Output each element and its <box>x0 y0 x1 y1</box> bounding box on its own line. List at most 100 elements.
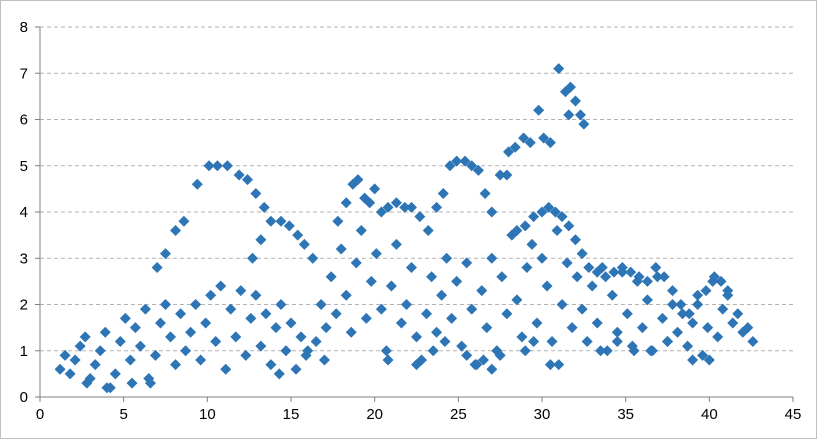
data-point <box>496 271 508 283</box>
data-point <box>292 229 304 241</box>
x-tick-label: 25 <box>450 406 467 423</box>
data-point <box>385 280 397 292</box>
data-point <box>501 308 513 320</box>
data-point <box>556 211 568 223</box>
data-point <box>544 359 556 371</box>
data-point <box>290 363 302 375</box>
data-point <box>536 206 548 218</box>
y-tick-label: 7 <box>20 65 28 82</box>
data-point <box>185 326 197 338</box>
data-point <box>360 312 372 324</box>
data-point <box>574 109 586 121</box>
data-point <box>581 336 593 347</box>
data-point <box>332 215 344 227</box>
axes <box>35 26 794 402</box>
data-point <box>275 215 287 227</box>
y-axis-tick-labels: 0 1 2 3 4 5 6 7 8 <box>20 19 28 406</box>
data-point <box>203 160 215 172</box>
data-point <box>551 225 563 236</box>
data-point <box>600 271 612 283</box>
data-point <box>235 285 247 297</box>
data-point <box>563 220 575 232</box>
data-point <box>747 336 759 347</box>
data-point <box>134 340 146 352</box>
data-point <box>320 322 332 334</box>
data-point <box>677 308 689 320</box>
data-point <box>518 132 530 144</box>
data-point <box>476 285 488 297</box>
data-point <box>563 109 575 121</box>
y-tick-label: 4 <box>20 204 28 221</box>
data-point <box>519 220 531 232</box>
data-point <box>427 345 439 357</box>
data-point <box>364 197 376 209</box>
data-point <box>180 345 192 357</box>
data-point <box>569 95 581 107</box>
data-point <box>265 359 277 371</box>
data-point <box>241 174 253 186</box>
data-point <box>531 317 543 329</box>
data-point <box>365 275 377 287</box>
data-point <box>700 285 712 297</box>
data-point <box>456 340 468 352</box>
data-point <box>712 331 724 343</box>
data-point <box>411 331 422 343</box>
data-point <box>94 345 106 357</box>
data-point <box>149 349 161 361</box>
data-point <box>318 354 330 366</box>
data-point <box>114 336 126 347</box>
data-point <box>511 294 523 306</box>
data-points <box>54 63 759 394</box>
y-tick-label: 2 <box>20 297 28 314</box>
y-tick-label: 8 <box>20 19 28 36</box>
data-point <box>298 238 310 250</box>
data-point <box>606 289 618 301</box>
data-point <box>275 299 287 310</box>
data-point <box>421 308 433 320</box>
data-point <box>544 137 556 149</box>
data-point <box>340 289 352 301</box>
data-point <box>395 317 407 329</box>
data-point <box>109 368 121 380</box>
x-tick-label: 20 <box>366 406 383 423</box>
data-point <box>175 308 187 320</box>
data-point <box>280 345 292 357</box>
data-point <box>461 257 473 269</box>
data-point <box>486 206 498 218</box>
data-point <box>553 359 565 371</box>
data-point <box>526 238 538 250</box>
data-point <box>633 271 645 283</box>
data-point <box>727 317 739 329</box>
x-axis-tick-labels: 0 5 10 15 20 25 30 35 40 45 <box>36 406 802 423</box>
data-point <box>494 169 506 181</box>
data-point <box>521 262 533 273</box>
data-point <box>461 349 473 361</box>
data-point <box>431 201 443 213</box>
data-point <box>270 322 282 334</box>
data-point <box>211 160 223 172</box>
data-point <box>477 354 489 366</box>
data-point <box>247 252 259 264</box>
data-point <box>221 160 233 172</box>
data-point <box>119 312 131 324</box>
data-point <box>99 326 111 338</box>
x-tick-label: 30 <box>534 406 551 423</box>
data-point <box>307 252 319 264</box>
data-point <box>524 137 536 149</box>
data-point <box>687 317 699 329</box>
y-tick-label: 1 <box>20 343 28 360</box>
data-point <box>405 262 417 273</box>
data-point <box>439 336 451 347</box>
data-point <box>702 322 714 334</box>
data-point <box>667 285 679 297</box>
data-point <box>650 262 662 273</box>
x-tick-label: 15 <box>283 406 300 423</box>
data-point <box>546 336 558 347</box>
data-point <box>325 271 337 283</box>
data-point <box>151 262 163 273</box>
data-point <box>390 238 402 250</box>
data-point <box>129 322 141 334</box>
data-point <box>556 299 568 310</box>
data-point <box>441 252 453 264</box>
